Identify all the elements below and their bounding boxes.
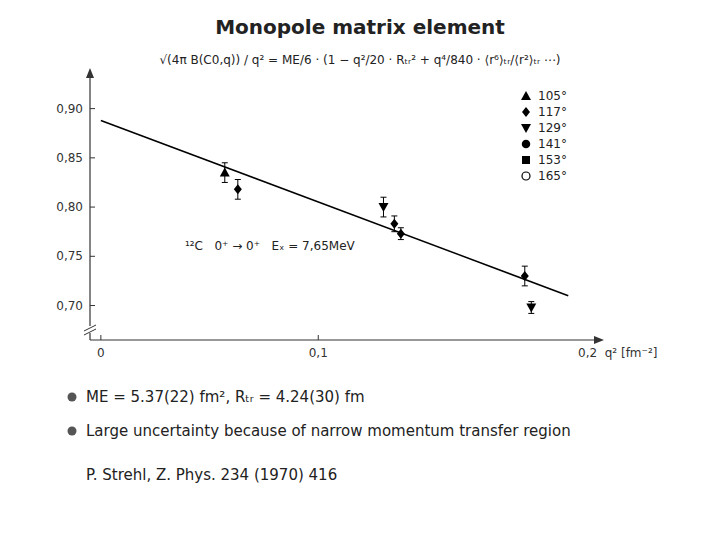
legend-marker <box>522 107 530 117</box>
y-axis <box>89 76 90 340</box>
source: P. Strehl, Z. Phys. 234 (1970) 416 <box>86 466 337 484</box>
data-point <box>521 271 529 281</box>
legend-marker <box>521 124 531 133</box>
x-tick-label: 0,1 <box>309 346 328 360</box>
data-point <box>526 304 536 313</box>
legend-label: 153° <box>538 153 567 167</box>
error-bar <box>235 180 241 200</box>
y-tick <box>90 207 95 208</box>
error-bar <box>398 228 404 240</box>
legend-marker <box>521 91 531 100</box>
x-axis-arrow <box>594 336 604 344</box>
y-tick-label: 0,75 <box>56 249 83 263</box>
y-tick <box>90 305 95 306</box>
legend-label: 165° <box>538 169 567 183</box>
legend: 105° 117° 129° 141° 153° 165° <box>521 89 567 183</box>
legend-label: 117° <box>538 105 567 119</box>
legend-marker <box>522 156 530 164</box>
y-tick <box>90 157 95 158</box>
notes: ME = 5.37(22) fm², Rₜᵣ = 4.24(30) fm Larg… <box>68 388 571 440</box>
formula: √(4π B(C0,q)) / q² = ME/6 · (1 − q²/20 ·… <box>159 53 560 67</box>
x-axis <box>90 339 596 340</box>
y-tick <box>90 256 95 257</box>
axis-break <box>84 329 96 335</box>
title: Monopole matrix element <box>215 15 505 39</box>
bullet <box>68 393 77 402</box>
y-tick-label: 0,70 <box>56 299 83 313</box>
note: ME = 5.37(22) fm², Rₜᵣ = 4.24(30) fm <box>86 388 365 406</box>
data-point <box>378 203 388 212</box>
legend-label: 105° <box>538 89 567 103</box>
data-point <box>397 229 405 239</box>
bullet <box>68 427 77 436</box>
note: Large uncertainty because of narrow mome… <box>86 422 571 440</box>
y-axis-arrow <box>86 68 94 78</box>
legend-marker <box>522 172 530 180</box>
annotation: ¹²C 0⁺ → 0⁺ Eₓ = 7,65MeV <box>185 239 356 253</box>
data-point <box>234 184 242 194</box>
y-tick <box>90 108 95 109</box>
fit-line <box>101 120 568 295</box>
legend-label: 141° <box>538 137 567 151</box>
x-tick <box>100 335 101 340</box>
y-tick-label: 0,85 <box>56 151 83 165</box>
x-tick-label: 0 <box>97 346 105 360</box>
x-axis-label: 0,2 q² [fm⁻²] <box>578 346 657 360</box>
y-tick-label: 0,80 <box>56 200 83 214</box>
error-bar <box>391 216 397 232</box>
axes: 0,70 0,75 0,80 0,85 0,90 0 0,1 0,2 q² [fm⁻²] <box>56 68 657 360</box>
x-tick <box>318 335 319 340</box>
data-point <box>220 168 230 177</box>
y-tick-label: 0,90 <box>56 102 83 116</box>
error-bar <box>522 266 528 286</box>
chart: Monopole matrix element √(4π B(C0,q)) / q… <box>0 0 720 540</box>
data-point <box>390 219 398 229</box>
legend-marker <box>522 140 531 149</box>
legend-label: 129° <box>538 121 567 135</box>
plot-area <box>101 120 568 313</box>
